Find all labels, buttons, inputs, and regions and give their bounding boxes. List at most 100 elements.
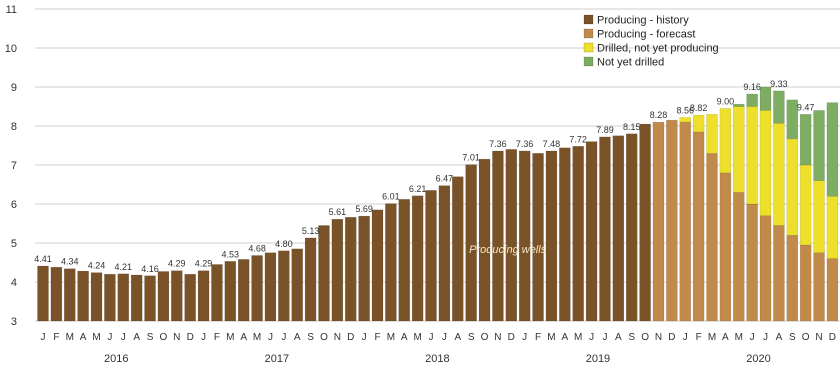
x-tick-label: J	[589, 332, 594, 343]
bar-forecast	[706, 153, 718, 322]
bar-history	[371, 209, 384, 322]
gridlines	[35, 8, 840, 322]
bar-history	[505, 149, 518, 322]
y-tick-label: 9	[11, 82, 17, 94]
data-label: 9.47	[797, 102, 815, 112]
bar-history	[599, 136, 611, 322]
data-label: 5.61	[329, 207, 347, 217]
bar-forecast	[666, 119, 678, 322]
x-tick-label: N	[655, 332, 662, 343]
legend-label: Producing - history	[597, 15, 689, 27]
x-tick-label: S	[147, 332, 154, 343]
bar-history	[492, 150, 504, 322]
bar-drilled	[826, 195, 839, 259]
x-tick-label: O	[481, 332, 489, 343]
x-tick-label: N	[815, 332, 822, 343]
bar-history	[639, 123, 651, 322]
x-tick-label: D	[668, 332, 675, 343]
x-tick-label: J	[362, 332, 367, 343]
x-tick-label: J	[121, 332, 126, 343]
bar-history	[452, 176, 464, 322]
bar-history	[532, 153, 544, 322]
bar-history	[358, 215, 370, 322]
data-label: 6.47	[436, 174, 454, 184]
x-tick-label: J	[107, 332, 112, 343]
year-label: 2019	[586, 353, 610, 365]
x-tick-label: S	[307, 332, 314, 343]
x-tick-label: N	[494, 332, 501, 343]
data-label: 4.80	[275, 239, 293, 249]
data-label: 8.56	[676, 105, 694, 115]
bar-history	[251, 255, 263, 322]
bar-drilled	[679, 117, 691, 123]
bar-history	[237, 259, 250, 322]
x-tick-label: A	[294, 332, 301, 343]
data-label: 8.15	[623, 122, 641, 132]
data-label: 5.69	[355, 204, 373, 214]
bar-history	[572, 146, 584, 322]
x-tick-label: S	[628, 332, 635, 343]
data-label: 7.48	[543, 139, 561, 149]
annotation-producing-wells: Producing wells	[469, 244, 547, 256]
bar-drilled	[692, 114, 705, 133]
x-tick-label: F	[374, 332, 380, 343]
y-tick-label: 8	[11, 121, 17, 133]
bar-not-drilled	[746, 93, 758, 107]
bar-history	[117, 273, 130, 322]
data-label: 7.72	[569, 134, 587, 144]
bar-history	[278, 250, 290, 322]
bar-drilled	[799, 164, 812, 246]
bar-history	[130, 274, 143, 322]
bar-history	[291, 248, 303, 322]
bar-forecast	[799, 244, 812, 322]
data-label: 9.16	[743, 82, 761, 92]
bar-history	[385, 203, 397, 322]
x-tick-label: M	[413, 332, 421, 343]
x-tick-label: J	[268, 332, 273, 343]
legend: Producing - history Producing - forecast D…	[583, 15, 719, 69]
data-label: 9.33	[770, 79, 788, 89]
bar-drilled	[733, 106, 745, 193]
bar-drilled	[773, 123, 785, 226]
bar-not-drilled	[773, 90, 785, 124]
bar-history	[612, 135, 625, 322]
bar-history	[90, 272, 103, 322]
data-label: 4.21	[115, 262, 133, 272]
data-label: 9.00	[717, 96, 735, 106]
x-tick-label: M	[387, 332, 395, 343]
bar-history	[224, 261, 237, 322]
bar-history	[625, 133, 638, 322]
data-label: 4.16	[141, 264, 159, 274]
bar-forecast	[786, 234, 799, 322]
bar-history	[264, 252, 277, 322]
x-tick-label: M	[574, 332, 582, 343]
x-tick-label: A	[561, 332, 568, 343]
y-tick-label: 10	[5, 43, 17, 55]
x-tick-label: N	[173, 332, 180, 343]
bar-history	[171, 270, 183, 322]
y-axis-ticks: 3 4 5 6 7 8 9 10 11	[5, 4, 17, 328]
x-tick-label: F	[53, 332, 59, 343]
bar-history	[585, 141, 598, 322]
bar-history	[304, 237, 317, 322]
bar-history	[37, 265, 49, 322]
bar-history	[64, 268, 76, 322]
x-tick-label: J	[750, 332, 755, 343]
y-tick-label: 3	[11, 316, 17, 328]
bar-forecast	[652, 121, 665, 322]
bar-forecast	[759, 215, 772, 322]
year-label: 2017	[265, 353, 289, 365]
bar-history	[197, 270, 210, 322]
bar-forecast	[773, 225, 785, 322]
x-tick-label: F	[535, 332, 541, 343]
x-tick-label: O	[641, 332, 649, 343]
bar-history	[438, 185, 451, 322]
x-tick-label: M	[253, 332, 261, 343]
bars	[37, 86, 839, 322]
legend-label: Drilled, not yet producing	[597, 43, 719, 55]
x-tick-label: A	[454, 332, 461, 343]
bar-not-drilled	[826, 102, 839, 197]
data-label: 4.53	[222, 249, 240, 259]
